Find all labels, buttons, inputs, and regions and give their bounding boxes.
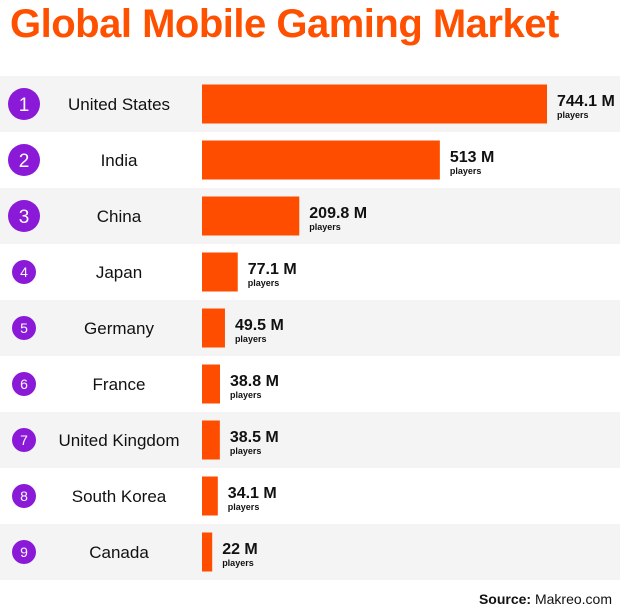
bar bbox=[202, 84, 547, 124]
rank-number: 9 bbox=[20, 544, 28, 560]
rank-badge bbox=[8, 88, 40, 120]
category-label: Germany bbox=[84, 319, 154, 338]
row-background bbox=[0, 412, 620, 468]
row-background bbox=[0, 524, 620, 580]
rank-badge bbox=[8, 200, 40, 232]
value-suffix: players bbox=[557, 110, 589, 120]
row-background bbox=[0, 188, 620, 244]
rank-number: 6 bbox=[20, 376, 28, 392]
rank-number: 2 bbox=[19, 151, 30, 172]
rank-badge bbox=[12, 316, 36, 340]
rank-badge bbox=[12, 540, 36, 564]
chart-title: Global Mobile Gaming Market bbox=[10, 2, 559, 46]
rank-badge bbox=[12, 260, 36, 284]
rank-badge bbox=[8, 144, 40, 176]
rank-number: 8 bbox=[20, 488, 28, 504]
category-label: United Kingdom bbox=[59, 431, 180, 450]
category-label: Japan bbox=[96, 263, 142, 282]
value-label: 513 M bbox=[450, 149, 494, 166]
rank-number: 1 bbox=[19, 95, 30, 116]
value-label: 49.5 M bbox=[235, 317, 284, 334]
value-label: 22 M bbox=[222, 541, 258, 558]
value-label: 38.5 M bbox=[230, 429, 279, 446]
value-label: 34.1 M bbox=[228, 485, 277, 502]
category-label: India bbox=[101, 151, 138, 170]
rank-badge bbox=[12, 484, 36, 508]
category-label: Canada bbox=[89, 543, 149, 562]
source-note: Source: Makreo.com bbox=[479, 590, 612, 608]
value-suffix: players bbox=[228, 502, 260, 512]
value-suffix: players bbox=[450, 166, 482, 176]
rank-number: 7 bbox=[20, 432, 28, 448]
category-label: China bbox=[97, 207, 142, 226]
value-label: 77.1 M bbox=[248, 261, 297, 278]
bar bbox=[202, 420, 220, 460]
rank-number: 4 bbox=[20, 264, 28, 280]
category-label: United States bbox=[68, 95, 170, 114]
value-suffix: players bbox=[222, 558, 254, 568]
bar bbox=[202, 252, 238, 292]
rank-number: 5 bbox=[20, 320, 28, 336]
bar bbox=[202, 476, 218, 516]
value-suffix: players bbox=[235, 334, 267, 344]
value-suffix: players bbox=[230, 446, 262, 456]
bar bbox=[202, 196, 300, 236]
bar bbox=[202, 364, 220, 404]
value-suffix: players bbox=[248, 278, 280, 288]
value-label: 209.8 M bbox=[309, 205, 367, 222]
value-label: 38.8 M bbox=[230, 373, 279, 390]
category-label: South Korea bbox=[72, 487, 167, 506]
bar bbox=[202, 308, 225, 348]
rank-number: 3 bbox=[19, 207, 30, 228]
value-suffix: players bbox=[230, 390, 262, 400]
value-label: 744.1 M bbox=[557, 93, 615, 110]
bar bbox=[202, 140, 440, 180]
source-label: Source: bbox=[478, 591, 532, 607]
value-suffix: players bbox=[309, 222, 341, 232]
bar bbox=[202, 532, 213, 572]
source-value: Makreo.com bbox=[534, 591, 612, 607]
row-background bbox=[0, 300, 620, 356]
category-label: France bbox=[93, 375, 146, 394]
rank-badge bbox=[12, 428, 36, 452]
rank-badge bbox=[12, 372, 36, 396]
